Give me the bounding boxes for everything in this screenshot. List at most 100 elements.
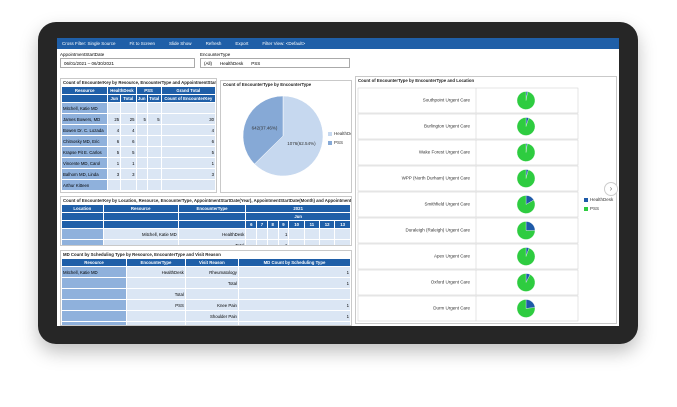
table-cell xyxy=(334,239,351,245)
header-cell: 6 xyxy=(245,220,258,229)
legend-label: HealthDesk xyxy=(590,197,614,202)
table-cell xyxy=(135,179,148,191)
table-row: James Bowers, MD 25 25 5 5 30 xyxy=(61,113,216,125)
data-table: Resource HealthDesk PSS Grand Total Jun Total… xyxy=(61,86,216,191)
table-cell: 5 xyxy=(107,146,122,158)
slice-label: 642(37.46%) xyxy=(252,125,278,130)
table-cell: PSS xyxy=(126,299,186,311)
table-cell: 6 xyxy=(107,135,122,147)
header-cell: Grand Total xyxy=(160,86,216,95)
header-row: Location Resource EncounterType 2021 xyxy=(61,204,351,213)
legend-swatch xyxy=(328,132,332,136)
table-row: PSS Knee Pain 1 xyxy=(61,299,351,311)
location-label: Southpoint Urgent Care xyxy=(423,98,471,103)
table-cell xyxy=(135,124,148,136)
table-cell xyxy=(184,288,239,300)
table-cell: Krapse Pit E. Carlos xyxy=(61,146,109,158)
table-cell xyxy=(61,299,128,311)
table-cell xyxy=(61,288,128,300)
legend-swatch xyxy=(584,207,588,211)
filter-input[interactable]: 06/01/2021 – 06/30/2021 xyxy=(60,58,195,68)
table-cell xyxy=(288,228,305,240)
table-cell xyxy=(146,157,162,169)
table-row: Total 1 xyxy=(61,277,351,289)
table-cell xyxy=(160,102,216,114)
legend-swatch xyxy=(584,198,588,202)
header-cell xyxy=(177,220,247,229)
toolbar-button[interactable]: Fit to Screen xyxy=(129,41,156,46)
filter-option[interactable]: HealthDesk xyxy=(220,60,244,66)
table-cell xyxy=(318,228,336,240)
table-cell: 4 xyxy=(107,124,122,136)
table-cell: 4 xyxy=(120,124,137,136)
filter-input[interactable]: (All) HealthDesk PSS xyxy=(200,58,350,68)
table-cell xyxy=(160,179,216,191)
pie-slice xyxy=(525,221,536,231)
table-panel: MD Count by Scheduling Type by Resource,… xyxy=(60,250,352,326)
table-cell: 30 xyxy=(160,113,216,125)
filter-option[interactable]: (All) xyxy=(204,60,212,66)
table-cell xyxy=(266,239,279,245)
pie-slice xyxy=(516,143,536,162)
table-cell xyxy=(135,102,148,114)
table-panel: Count of EncounterKey by Resource, Encou… xyxy=(60,78,217,193)
table-cell: 3 xyxy=(107,168,122,180)
location-label: Duraleigh (Raleigh) Urgent Care xyxy=(405,228,470,233)
toolbar-button[interactable]: Refresh xyxy=(205,41,222,46)
filter-option[interactable]: PSS xyxy=(251,60,261,66)
data-table: Location Resource EncounterType 2021 Jun 6 7 8 9… xyxy=(61,204,351,245)
row-box xyxy=(357,243,579,270)
header-row: Resource HealthDesk PSS Grand Total xyxy=(61,86,216,95)
table-cell: Mitchell, Katie MD xyxy=(61,266,128,278)
table-row: New Knee1 xyxy=(61,321,351,325)
table-cell xyxy=(245,228,258,240)
row-box xyxy=(357,295,579,322)
table-row: Shoulder Pain 1 xyxy=(61,310,351,322)
header-cell: 10 xyxy=(288,220,305,229)
pie-slice xyxy=(516,169,536,188)
table-cell: Arthur Kitteen xyxy=(61,179,109,191)
panel-title: Count of EncounterType by EncounterType … xyxy=(358,78,475,83)
table-cell: Knee Pain xyxy=(184,299,239,311)
legend-label: PSS xyxy=(334,140,343,145)
header-cell: Location xyxy=(61,204,104,213)
location-label: Burlington Urgent Care xyxy=(424,124,471,129)
header-cell: 2021 xyxy=(245,204,351,213)
header-cell: Jun xyxy=(107,94,122,103)
row-box xyxy=(357,191,579,218)
table-cell xyxy=(146,168,162,180)
location-chart: Southpoint Urgent Care Burlington Urgent … xyxy=(357,87,614,322)
table-row: Balhorn MD, Linda 3 3 3 xyxy=(61,168,216,180)
table-cell: Total xyxy=(184,277,239,289)
table-cell: 1 xyxy=(237,266,351,278)
table-row: Arthur Kitteen xyxy=(61,179,216,191)
header-row: Jun Total Jun Total Count of EncounterKey xyxy=(61,94,216,103)
next-arrow[interactable]: › xyxy=(604,182,618,196)
table-cell: HealthDesk xyxy=(126,266,186,278)
toolbar-button[interactable]: Export xyxy=(235,41,249,46)
table-cell xyxy=(126,277,186,289)
toolbar-button[interactable]: Filter View: <Default> xyxy=(262,41,306,46)
table-cell: 6 xyxy=(120,135,137,147)
table-cell: Mitchell, Katie MD xyxy=(102,228,179,240)
header-cell: 9 xyxy=(277,220,290,229)
table-panel: Count of EncounterKey by Location, Resou… xyxy=(60,196,352,246)
table-cell: Total xyxy=(126,288,186,300)
table-cell xyxy=(303,239,320,245)
pie-slice xyxy=(516,247,536,266)
table-cell xyxy=(120,102,137,114)
table-cell: James Bowers, MD xyxy=(61,113,109,125)
row-box xyxy=(357,87,579,114)
table-cell xyxy=(245,239,258,245)
table-row: Mitchell, Katie MD xyxy=(61,102,216,114)
legend-label: PSS xyxy=(590,206,599,211)
table-cell xyxy=(318,239,336,245)
toolbar-button[interactable]: Cross Filter: Single Source xyxy=(62,41,116,46)
table-cell xyxy=(107,179,122,191)
table-cell: 3 xyxy=(120,168,137,180)
table-cell: Balhorn MD, Linda xyxy=(61,168,109,180)
row-box xyxy=(357,165,579,192)
toolbar-button[interactable]: Slide Show xyxy=(169,41,192,46)
location-label: Oxford Urgent Care xyxy=(431,280,471,285)
header-cell xyxy=(177,212,247,221)
